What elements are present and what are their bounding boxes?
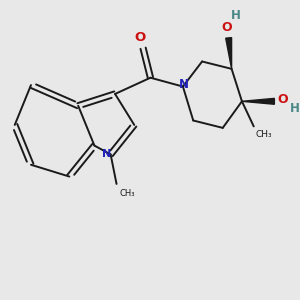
Text: CH₃: CH₃ [119, 189, 135, 198]
Text: N: N [178, 78, 188, 91]
Text: CH₃: CH₃ [255, 130, 272, 139]
Text: O: O [134, 31, 146, 44]
Text: H: H [231, 9, 241, 22]
Polygon shape [242, 98, 274, 104]
Text: N: N [102, 149, 111, 159]
Text: H: H [290, 102, 300, 115]
Text: O: O [222, 21, 232, 34]
Text: O: O [277, 93, 288, 106]
Polygon shape [226, 38, 232, 69]
